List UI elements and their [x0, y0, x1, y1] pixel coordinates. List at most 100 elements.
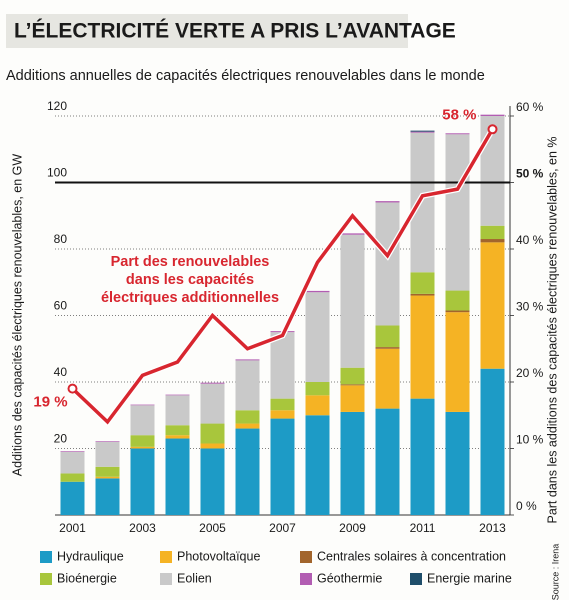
bar-segment: [60, 451, 85, 474]
share-line: [71, 128, 495, 425]
bar-segment: [200, 423, 225, 444]
bar-segment: [445, 134, 470, 291]
chart-subtitle: Additions annuelles de capacités électri…: [6, 68, 485, 84]
y2-tick-label: 40 %: [516, 233, 544, 247]
bar-segment: [410, 295, 435, 399]
bar-segment: [445, 312, 470, 412]
bar-segment: [60, 473, 85, 482]
bar-segment: [410, 130, 435, 132]
bar-segment: [340, 234, 365, 368]
line-point: [67, 383, 78, 394]
bar-segment: [270, 418, 295, 515]
bar-segment: [95, 466, 120, 477]
x-tick-label: 2009: [339, 521, 366, 535]
legend-label: Photovoltaïque: [177, 549, 260, 563]
legend-swatch: [300, 551, 312, 563]
bar-segment: [375, 348, 400, 409]
bar-segment: [410, 398, 435, 515]
bar-segment: [305, 382, 330, 396]
bar-segment: [165, 438, 190, 515]
y2-tick-label: 0 %: [516, 499, 537, 513]
bar-segment: [270, 332, 295, 399]
bar-segment: [305, 290, 330, 293]
bar-segment: [235, 360, 260, 411]
bar-segment: [130, 404, 155, 406]
bar-segment: [165, 395, 190, 426]
y-tick-label: 120: [47, 99, 67, 113]
y2-tick-label: 10 %: [516, 433, 544, 447]
legend-swatch: [160, 551, 172, 563]
bar-segment: [410, 272, 435, 294]
bar-segment: [95, 441, 120, 467]
bar-segment: [480, 242, 505, 369]
bar-segment: [200, 443, 225, 449]
y2-tick-label: 50 %: [516, 167, 544, 181]
legend-label: Bioénergie: [57, 571, 117, 585]
bar-segment: [200, 383, 225, 424]
legend-label: Energie marine: [427, 571, 512, 585]
chart-title: L’ÉLECTRICITÉ VERTE A PRIS L’AVANTAGE: [14, 20, 456, 43]
bar-segment: [235, 428, 260, 515]
y-axis-title: Additions des capacités électriques reno…: [10, 154, 24, 477]
legend-swatch: [160, 573, 172, 585]
bar-segment: [165, 394, 190, 396]
bar-segment: [480, 239, 505, 243]
x-tick-label: 2001: [59, 521, 86, 535]
annotation: électriques additionnelles: [101, 290, 279, 306]
y-tick-label: 80: [54, 232, 68, 246]
bar-segment: [95, 476, 120, 479]
title-banner: [6, 14, 408, 48]
bar-segment: [340, 233, 365, 235]
value-label: 58 %: [442, 106, 476, 123]
legend-swatch: [410, 573, 422, 585]
bar-segment: [375, 325, 400, 348]
legend-swatch: [40, 573, 52, 585]
bar-segment: [445, 411, 470, 515]
bar-segment: [445, 133, 470, 135]
bar-segment: [270, 398, 295, 411]
annotation: Part des renouvelables: [111, 254, 270, 270]
bar-segment: [410, 293, 435, 296]
x-tick-label: 2005: [199, 521, 226, 535]
bar-segment: [200, 448, 225, 515]
legend-swatch: [40, 551, 52, 563]
y-tick-label: 20: [54, 432, 68, 446]
legend-label: Centrales solaires à concentration: [317, 549, 506, 563]
bar-segment: [340, 384, 365, 386]
y2-axis-title: Part dans les additions des capacités él…: [545, 136, 559, 523]
legend-swatch: [300, 573, 312, 585]
legend-label: Eolien: [177, 571, 212, 585]
bar-segment: [305, 415, 330, 515]
y2-tick-label: 30 %: [516, 300, 544, 314]
bar-segment: [235, 410, 260, 424]
bar-segment: [375, 201, 400, 203]
bar-segment: [60, 451, 85, 452]
bar-segment: [480, 114, 505, 116]
x-tick-label: 2011: [410, 521, 436, 535]
bar-segment: [60, 481, 85, 515]
x-tick-label: 2007: [269, 521, 296, 535]
bar-segment: [270, 410, 295, 419]
bar-segment: [375, 202, 400, 326]
bar-segment: [445, 290, 470, 311]
bar-segment: [480, 368, 505, 515]
bar-segment: [410, 131, 435, 133]
source: Source : Irena: [550, 544, 560, 600]
bar-segment: [480, 225, 505, 240]
y-tick-label: 60: [54, 299, 68, 313]
bar-segment: [445, 310, 470, 313]
x-tick-label: 2013: [479, 521, 506, 535]
legend-label: Hydraulique: [57, 549, 124, 563]
bar-segment: [130, 446, 155, 449]
bar-segment: [95, 441, 120, 442]
bar-segment: [165, 425, 190, 436]
bar-segment: [410, 132, 435, 273]
bar-segment: [305, 395, 330, 416]
value-label: 19 %: [33, 394, 67, 411]
bar-segment: [130, 448, 155, 515]
bar-segment: [95, 478, 120, 515]
y-tick-label: 100: [47, 166, 67, 180]
bar-segment: [235, 423, 260, 429]
y2-tick-label: 20 %: [516, 366, 544, 380]
bar-segment: [340, 367, 365, 385]
